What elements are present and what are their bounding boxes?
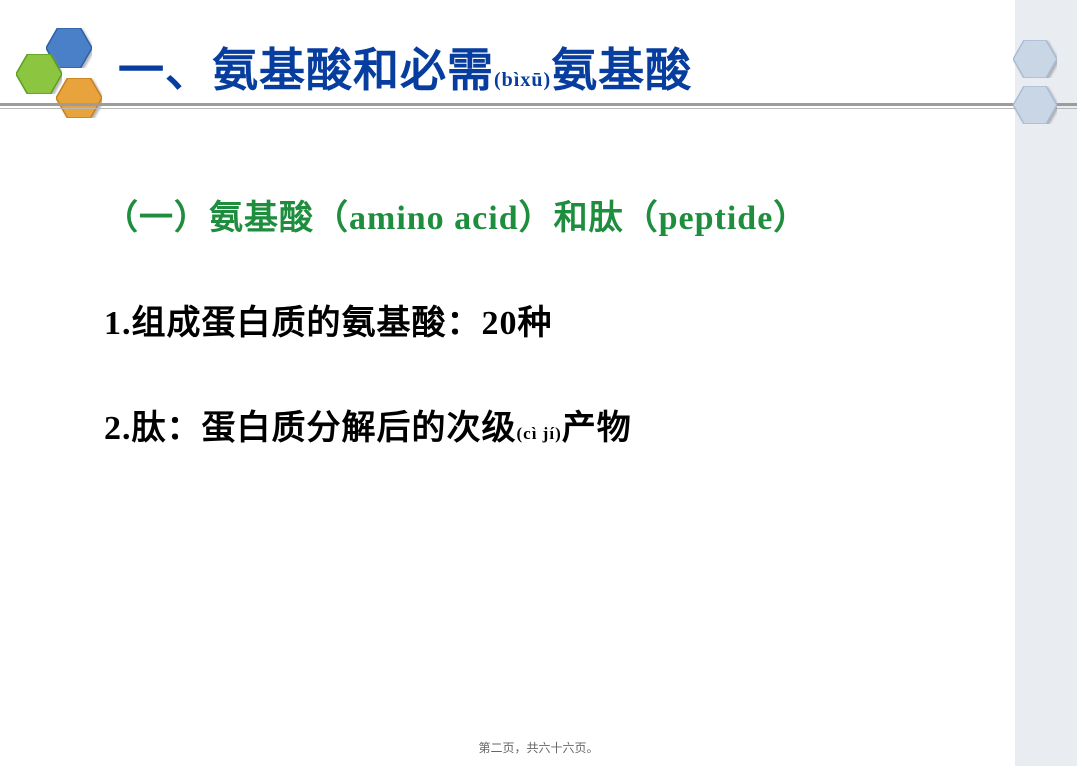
slide-title: 一、氨基酸和必需(bìxū)氨基酸	[118, 34, 692, 100]
subtitle: （一）氨基酸（amino acid）和肽（peptide）	[104, 190, 984, 239]
hexagon-icon	[1013, 86, 1057, 124]
bullet-1: 1.组成蛋白质的氨基酸：20种	[104, 295, 984, 344]
page-footer: 第二页，共六十六页。	[0, 739, 1077, 756]
slide: 一、氨基酸和必需(bìxū)氨基酸 （一）氨基酸（amino acid）和肽（p…	[0, 0, 1077, 766]
title-part1: 一、氨基酸和必需	[118, 45, 494, 96]
bullet-2-part-a: 2.肽：蛋白质分解后的次级	[104, 410, 517, 447]
bullet-2-part-b: 产物	[562, 410, 632, 447]
hexagon-icon	[56, 78, 102, 118]
bullet-2: 2.肽：蛋白质分解后的次级(cì jí)产物	[104, 400, 984, 449]
header: 一、氨基酸和必需(bìxū)氨基酸	[0, 0, 1077, 132]
title-pinyin: (bìxū)	[494, 69, 551, 91]
hexagon-icon	[1013, 40, 1057, 78]
divider-line-top	[0, 103, 1077, 106]
divider-line-bottom	[0, 108, 1077, 109]
title-part2: 氨基酸	[551, 45, 692, 96]
body-content: （一）氨基酸（amino acid）和肽（peptide） 1.组成蛋白质的氨基…	[104, 190, 984, 449]
hex-cluster-right	[1007, 40, 1067, 160]
bullet-2-pinyin: (cì jí)	[517, 424, 562, 443]
